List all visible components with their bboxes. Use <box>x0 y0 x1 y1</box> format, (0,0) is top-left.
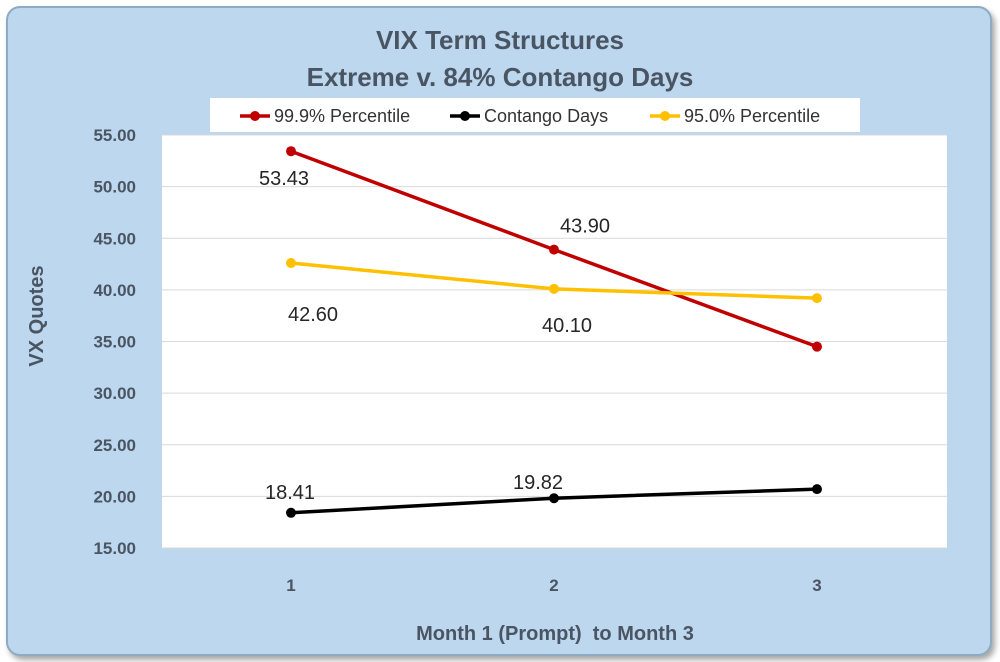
legend: 99.9% Percentile Contango Days 95.0% Perce… <box>210 98 860 132</box>
data-point <box>812 484 822 495</box>
data-label: 43.90 <box>560 216 610 238</box>
data-point <box>812 293 822 304</box>
x-axis-title: Month 1 (Prompt) to Month 3 <box>416 623 694 645</box>
legend-label: 95.0% Percentile <box>684 106 820 126</box>
legend-marker <box>660 111 670 121</box>
data-point <box>286 146 296 157</box>
y-tick-label: 55.00 <box>93 126 136 145</box>
y-tick-label: 25.00 <box>93 436 136 455</box>
y-tick-label: 20.00 <box>93 487 136 506</box>
legend-label: 99.9% Percentile <box>274 106 410 126</box>
data-point <box>549 244 559 255</box>
data-label: 40.10 <box>542 315 592 337</box>
chart-subtitle: Extreme v. 84% Contango Days <box>307 62 694 92</box>
legend-label: Contango Days <box>484 106 608 126</box>
data-label: 42.60 <box>288 304 338 326</box>
x-tick-label: 2 <box>549 576 558 595</box>
y-axis-title: VX Quotes <box>26 265 48 366</box>
y-tick-label: 45.00 <box>93 229 136 248</box>
data-label: 19.82 <box>513 472 563 494</box>
y-tick-label: 15.00 <box>93 539 136 558</box>
y-tick-label: 30.00 <box>93 384 136 403</box>
data-point <box>549 283 559 294</box>
data-label: 18.41 <box>265 482 315 504</box>
y-tick-label: 40.00 <box>93 281 136 300</box>
y-tick-label: 50.00 <box>93 178 136 197</box>
legend-marker <box>250 111 260 121</box>
data-point <box>812 341 822 352</box>
x-tick-label: 3 <box>812 576 821 595</box>
data-label: 53.43 <box>259 168 309 190</box>
data-point <box>549 493 559 504</box>
legend-box <box>210 98 860 132</box>
y-tick-label: 35.00 <box>93 333 136 352</box>
legend-marker <box>460 111 470 121</box>
data-point <box>286 507 296 518</box>
x-tick-label: 1 <box>286 576 295 595</box>
data-point <box>286 258 296 269</box>
chart-title: VIX Term Structures <box>376 25 624 55</box>
